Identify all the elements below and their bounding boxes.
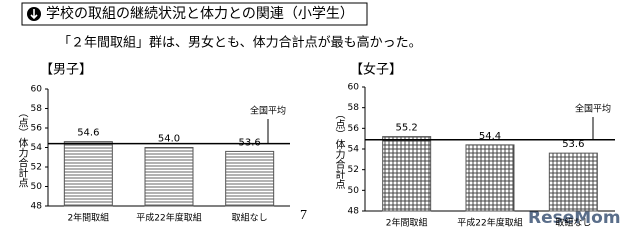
y-axis-label: （点）体力合計点 [333,109,345,190]
reference-label: 全国平均 [250,105,286,117]
value-label: 54.0 [158,134,180,145]
y-tick-label: 52 [348,165,359,175]
value-label: 53.6 [562,139,584,150]
bar [465,144,515,212]
y-tick-label: 56 [348,124,360,134]
y-tick-label: 58 [31,104,43,114]
y-tick-label: 52 [31,163,42,173]
bar [225,150,275,207]
x-tick-label: 取組なし [555,217,591,229]
watermark: ReseMom [528,208,621,228]
subtitle: 「２年間取組」群は、男女とも、体力合計点が最も高かった。 [58,35,422,51]
page-number: 7 [300,208,307,223]
x-tick-label: 取組なし [232,212,268,224]
bar [63,141,113,207]
reference-label: 全国平均 [575,103,611,115]
y-tick-label: 54 [348,145,360,155]
value-label: 54.4 [479,131,501,142]
y-tick-label: 58 [348,103,360,113]
x-tick-label: 平成22年度取組 [457,217,522,229]
chart-title: 【女子】 [350,62,402,78]
y-axis-label: （点）体力合計点 [16,108,28,189]
x-tick-label: 2年間取組 [67,212,109,224]
bar [548,152,598,212]
y-tick-label: 48 [31,202,43,212]
y-tick-label: 60 [31,85,43,95]
value-label: 54.6 [77,128,99,139]
bar [144,147,194,207]
header-box [21,2,368,26]
y-tick-label: 56 [31,124,43,134]
x-tick-label: 平成22年度取組 [136,212,201,224]
header-title: 学校の取組の継続状況と体力との関連（小学生） [46,5,354,22]
y-tick-label: 50 [31,182,43,192]
value-label: 55.2 [396,123,418,134]
y-tick-label: 54 [31,143,43,153]
y-tick-label: 60 [348,83,360,93]
y-tick-label: 48 [348,207,360,217]
chart-title: 【男子】 [40,63,92,78]
bar [382,136,432,212]
header-icon-arrow [30,9,38,20]
y-tick-label: 50 [348,186,360,196]
x-tick-label: 2年間取組 [386,217,428,229]
